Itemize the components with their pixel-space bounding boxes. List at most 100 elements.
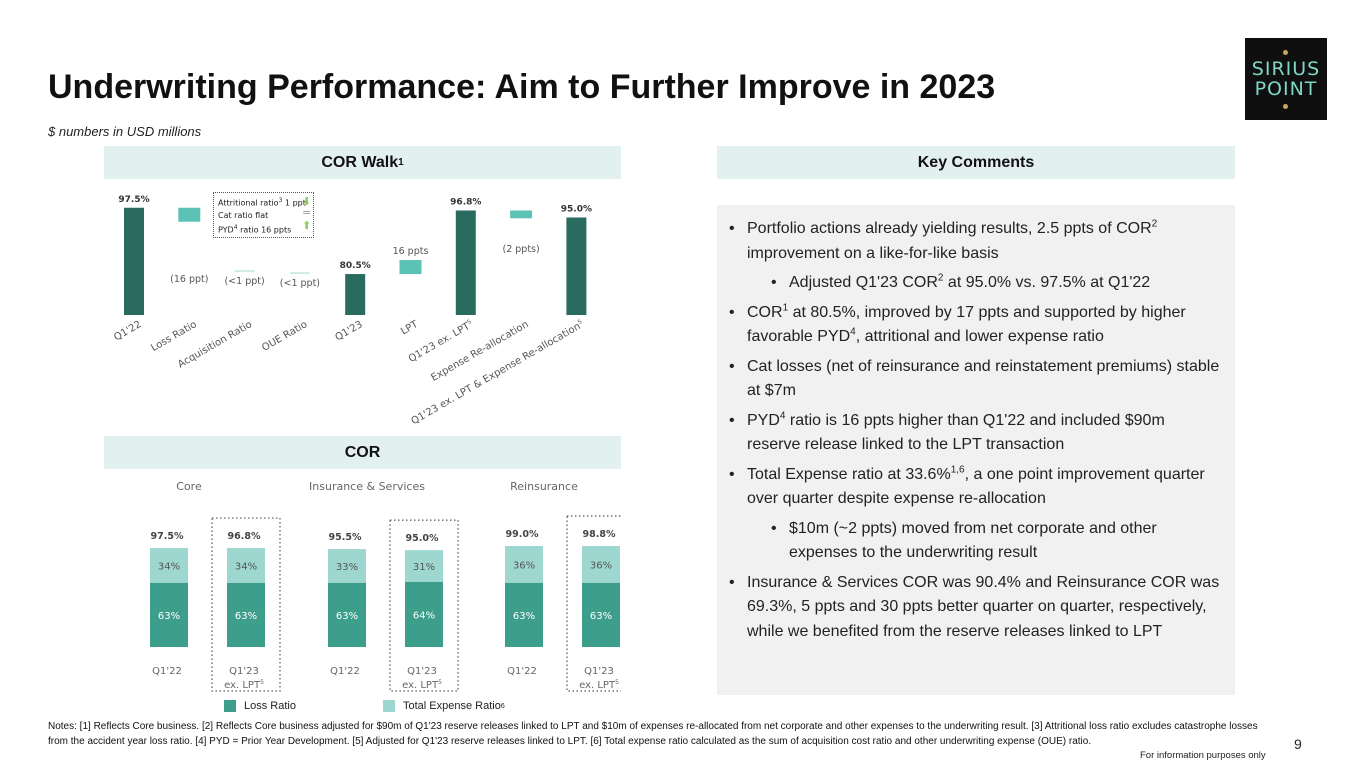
walk-data-label: (2 ppts) <box>502 244 539 255</box>
equals-icon: = <box>302 206 312 219</box>
legend-expense-ratio: Total Expense Ratio 6 <box>383 700 505 712</box>
comment-text: at 80.5%, improved by 17 ppts and suppor… <box>747 303 1186 346</box>
annotation-attritional-sup: 3 <box>278 197 283 204</box>
cor-total-label: 99.0% <box>506 529 539 540</box>
cor-bar-loss <box>328 582 366 647</box>
walk-bar <box>399 260 422 275</box>
cor-adjusted-outline <box>566 515 621 692</box>
cor-loss-label: 63% <box>235 611 257 622</box>
page-subtitle: $ numbers in USD millions <box>48 124 202 139</box>
walk-annotation-box: Attritional ratio3 1 ppt ⬇ Cat ratio fla… <box>213 192 314 238</box>
walk-data-label: 16 ppts <box>393 246 429 257</box>
cor-category-label: ex. LPT5 <box>579 679 619 691</box>
walk-data-label: 97.5% <box>118 195 149 205</box>
logo-line-2: POINT <box>1254 78 1318 100</box>
footnotes: Notes: [1] Reflects Core business. [2] R… <box>48 721 1258 747</box>
comment-bullet: Total Expense ratio at 33.6%1,6, a one p… <box>729 463 1221 512</box>
comment-text: Total Expense ratio at 33.6% <box>747 465 951 483</box>
walk-tick-label: Q1'22 <box>112 319 143 343</box>
annotation-cat-label: Cat ratio flat <box>218 210 269 220</box>
cor-loss-label: 63% <box>590 611 612 622</box>
comment-footnote-ref: 4 <box>779 410 786 422</box>
cor-expense-label: 36% <box>513 560 535 571</box>
arrow-down-icon: ⬇ <box>302 195 312 208</box>
walk-bar <box>234 270 255 273</box>
comment-bullet: COR1 at 80.5%, improved by 17 ppts and s… <box>729 301 1221 350</box>
walk-bar <box>510 210 533 219</box>
walk-bar <box>566 217 587 315</box>
comment-text: Cat losses (net of reinsurance and reins… <box>747 357 1220 400</box>
cor-group-label: Insurance & Services <box>309 480 425 493</box>
annotation-pyd-sup: 4 <box>233 223 238 231</box>
annotation-line-cat: Cat ratio flat = <box>218 206 313 222</box>
comment-footnote-ref: 2 <box>937 272 944 284</box>
cor-expense-label: 31% <box>413 562 435 573</box>
legend-swatch-loss <box>224 700 236 712</box>
walk-bar <box>124 207 144 315</box>
cor-walk-header: COR Walk 1 <box>104 146 621 179</box>
cor-category-label: ex. LPT5 <box>224 679 264 691</box>
walk-bar <box>345 274 366 315</box>
cor-expense-label: 33% <box>336 562 358 573</box>
walk-data-label: (<1 ppt) <box>224 276 264 287</box>
annotation-line-pyd: PYD4 ratio 16 ppts ⬆ <box>218 219 313 237</box>
cor-category-sup: 5 <box>615 679 619 686</box>
comment-text: , a one point improvement quarter over q… <box>747 465 1205 508</box>
legend-expense-label: Total Expense Ratio <box>403 700 501 712</box>
cor-category-label: Q1'22 <box>152 666 182 677</box>
cor-loss-label: 63% <box>513 611 535 622</box>
comment-bullet: PYD4 ratio is 16 ppts higher than Q1'22 … <box>729 409 1221 458</box>
walk-tick-label: Expense Re-allocation <box>429 319 530 384</box>
logo-line-1: SIRIUS <box>1251 58 1321 80</box>
cor-category-label: Q1'23 <box>229 666 259 677</box>
arrow-up-icon: ⬆ <box>302 219 312 232</box>
cor-group-label: Reinsurance <box>510 480 578 493</box>
cor-expense-label: 34% <box>235 561 257 572</box>
comment-footnote-ref: 2 <box>1151 218 1158 230</box>
comment-text: $10m (~2 ppts) moved from net corporate … <box>789 519 1157 562</box>
annotation-line-attritional: Attritional ratio3 1 ppt ⬇ <box>218 195 313 210</box>
cor-total-label: 96.8% <box>228 531 261 542</box>
cor-bar-expense <box>405 550 443 582</box>
walk-bar <box>289 272 310 275</box>
cor-total-label: 98.8% <box>583 529 616 540</box>
walk-tick-sup: 5 <box>466 318 473 326</box>
walk-tick-sup: 5 <box>577 318 584 326</box>
page-number: 9 <box>1294 736 1302 752</box>
cor-bar-loss <box>227 582 265 647</box>
cor-bar-expense <box>582 546 620 583</box>
cor-expense-label: 34% <box>158 561 180 572</box>
comment-text: COR <box>747 303 783 321</box>
page-title: Underwriting Performance: Aim to Further… <box>48 68 996 106</box>
walk-data-label: 80.5% <box>340 261 371 271</box>
cor-group-label: Core <box>176 480 202 493</box>
cor-category-label: Q1'23 <box>407 666 437 677</box>
comment-bullet: Adjusted Q1'23 COR2 at 95.0% vs. 97.5% a… <box>729 271 1221 296</box>
walk-tick-label: Q1'23 <box>333 319 364 343</box>
walk-data-label: 96.8% <box>450 197 481 207</box>
comment-text: PYD <box>747 411 780 429</box>
annotation-attritional-label: Attritional ratio <box>218 198 279 208</box>
cor-category-label: Q1'23 <box>584 666 614 677</box>
walk-bar <box>178 207 201 222</box>
cor-bar-loss <box>582 582 620 647</box>
cor-walk-header-label: COR Walk <box>321 153 399 171</box>
annotation-attritional-tail: 1 ppt <box>282 198 306 208</box>
legend-loss-label: Loss Ratio <box>244 700 296 712</box>
walk-tick-label: Loss Ratio <box>149 319 198 354</box>
key-comments-header: Key Comments <box>717 146 1235 179</box>
cor-total-label: 95.5% <box>329 532 362 543</box>
comment-footnote-ref: 1,6 <box>950 464 965 476</box>
cor-category-label: Q1'22 <box>507 666 537 677</box>
cor-bar-expense <box>227 548 265 583</box>
walk-tick-label: OUE Ratio <box>260 319 309 354</box>
cor-loss-label: 64% <box>413 610 435 621</box>
sirius-point-logo: SIRIUS POINT <box>1245 38 1327 120</box>
walk-tick-label: LPT <box>399 319 421 338</box>
comment-text: Insurance & Services COR was 90.4% and R… <box>747 573 1220 640</box>
legend-loss-ratio: Loss Ratio <box>224 700 296 712</box>
cor-bar-expense <box>150 548 188 583</box>
cor-bar-expense <box>505 546 543 583</box>
comment-text: Adjusted Q1'23 COR <box>789 274 938 291</box>
cor-bar-expense <box>328 549 366 583</box>
